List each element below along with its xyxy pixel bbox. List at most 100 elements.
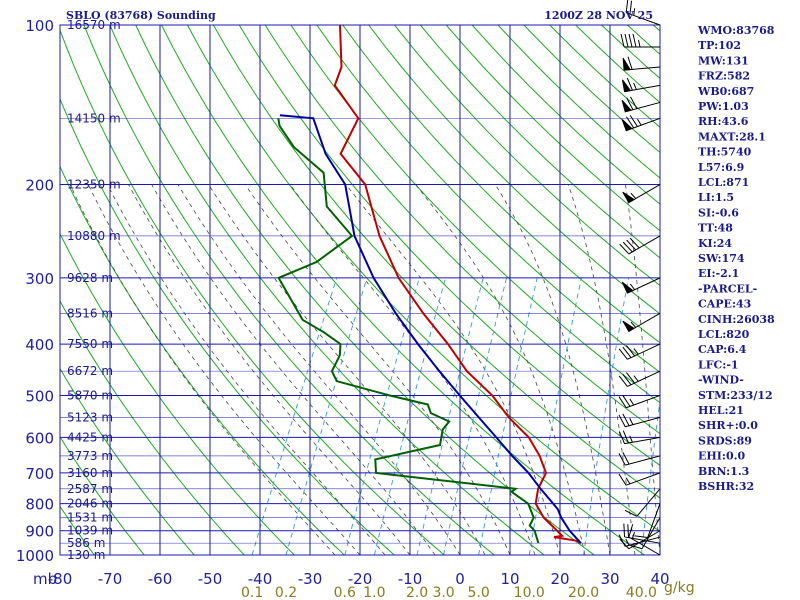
moist-adiabat <box>87 184 361 555</box>
temp-tick-label: 20 <box>550 570 569 588</box>
index-value: PW:1.03 <box>698 100 749 113</box>
wind-barb <box>621 96 661 113</box>
mixing-ratio-line <box>285 277 368 555</box>
index-value: TH:5740 <box>698 146 752 159</box>
moist-adiabats <box>69 184 660 555</box>
wind-barb <box>621 277 661 294</box>
index-value: SHR+:0.0 <box>698 419 758 432</box>
mixing-ratio-label: 2.0 <box>406 585 428 600</box>
height-label: 3773 m <box>67 449 113 463</box>
sounding-traces <box>277 25 582 545</box>
height-label: 9628 m <box>67 271 113 285</box>
mixing-ratio-line <box>344 277 420 555</box>
pressure-unit-label: mb <box>33 570 57 588</box>
pressure-tick-label: 600 <box>25 429 54 447</box>
moist-adiabat <box>151 184 436 555</box>
mixing-ratio-label: 40.0 <box>626 585 657 600</box>
index-value: WB0:687 <box>697 85 754 98</box>
temp-tick-label: -70 <box>98 570 123 588</box>
moist-adiabat <box>567 184 636 555</box>
moist-adiabat <box>345 184 561 555</box>
wind-barbs <box>618 0 661 556</box>
wind-barb <box>618 370 661 387</box>
wind-barb <box>622 184 661 204</box>
dry-adiabat <box>60 28 445 555</box>
height-label: 5870 m <box>67 388 113 402</box>
height-label: 1531 m <box>67 511 113 525</box>
dry-adiabat <box>575 25 660 104</box>
index-value: -PARCEL- <box>698 282 757 295</box>
index-value: KI:24 <box>698 237 732 250</box>
index-value: SRDS:89 <box>698 434 752 447</box>
dry-adiabat <box>549 25 660 128</box>
mixing-ratio-line <box>583 277 629 555</box>
pressure-tick-label: 400 <box>25 336 54 354</box>
height-label: 2587 m <box>67 482 113 496</box>
wind-barb <box>629 517 661 550</box>
pressure-tick-label: 700 <box>25 465 54 483</box>
index-value: FRZ:582 <box>698 70 750 83</box>
mixing-ratio-label: 0.2 <box>275 585 297 600</box>
height-label: 586 m <box>67 536 105 550</box>
pressure-tick-label: 500 <box>25 387 54 405</box>
index-value: MW:131 <box>698 54 749 67</box>
height-label: 10880 m <box>67 229 121 243</box>
pressure-tick-label: 300 <box>25 270 54 288</box>
mixing-ratio-label: 3.0 <box>432 585 454 600</box>
moist-adiabat <box>69 184 336 555</box>
index-value: BRN:1.3 <box>698 465 749 478</box>
mixing-ratio-label: 0.6 <box>334 585 356 600</box>
index-value: LCL:820 <box>698 328 750 341</box>
pressure-tick-label: 900 <box>25 523 54 541</box>
pressure-tick-label: 800 <box>25 496 54 514</box>
wind-barb <box>618 430 661 445</box>
wind-barb <box>618 452 661 466</box>
wind-barb <box>621 115 661 132</box>
temp-tick-label: 40 <box>650 570 669 588</box>
height-label: 8516 m <box>67 306 113 320</box>
pressure-tick-label: 100 <box>25 17 54 35</box>
pressure-tick-label: 1000 <box>16 547 54 565</box>
index-value: BSHR:32 <box>698 480 754 493</box>
dewpoint-trace <box>277 118 540 544</box>
height-label: 6672 m <box>67 364 113 378</box>
index-value: HEL:21 <box>698 404 744 417</box>
wind-barb <box>619 235 661 255</box>
wind-barb <box>622 312 661 333</box>
index-value: RH:43.6 <box>698 115 749 128</box>
index-value: STM:233/12 <box>698 389 773 402</box>
mixing-ratio-unit: g/kg <box>664 580 695 596</box>
plot-frame <box>59 24 661 556</box>
index-value: TP:102 <box>698 39 741 52</box>
index-value: L57:6.9 <box>698 161 744 174</box>
temp-tick-label: 10 <box>500 570 519 588</box>
stability-indices: WMO:83768 TP:102 MW:131 FRZ:582 WB0:687 PW:1.… <box>697 24 775 493</box>
mixing-ratio-label: 0.1 <box>241 585 263 600</box>
mixing-ratio-label: 10.0 <box>514 585 545 600</box>
height-label: 4425 m <box>67 430 113 444</box>
index-value: LFC:-1 <box>698 358 739 371</box>
mixing-ratio-line <box>443 277 507 555</box>
index-value: SI:-0.6 <box>698 206 739 219</box>
wind-barb <box>618 413 661 428</box>
height-label: 130 m <box>67 548 105 562</box>
index-value: EI:-2.1 <box>698 267 739 280</box>
index-value: LCL:871 <box>698 176 749 189</box>
temp-tick-label: -80 <box>48 570 73 588</box>
height-label: 12350 m <box>67 178 121 192</box>
height-label: 3160 m <box>67 466 113 480</box>
wind-barb <box>625 0 661 26</box>
moist-adiabat <box>625 184 660 555</box>
wind-barb <box>622 56 661 71</box>
height-label: 5123 m <box>67 410 113 424</box>
temperature-trace <box>333 25 582 545</box>
index-value: TT:48 <box>698 222 733 235</box>
height-label: 2046 m <box>67 497 113 511</box>
pressure-temperature-grid <box>60 25 660 555</box>
temp-tick-label: 30 <box>600 570 619 588</box>
parcel-trace <box>279 114 582 544</box>
dry-adiabat <box>523 25 660 154</box>
pressure-tick-label: 200 <box>25 177 54 195</box>
index-value: SW:174 <box>698 252 745 265</box>
height-labels: 16570 m 14150 m 12350 m 10880 m 9628 m 8516 m… <box>67 18 121 562</box>
